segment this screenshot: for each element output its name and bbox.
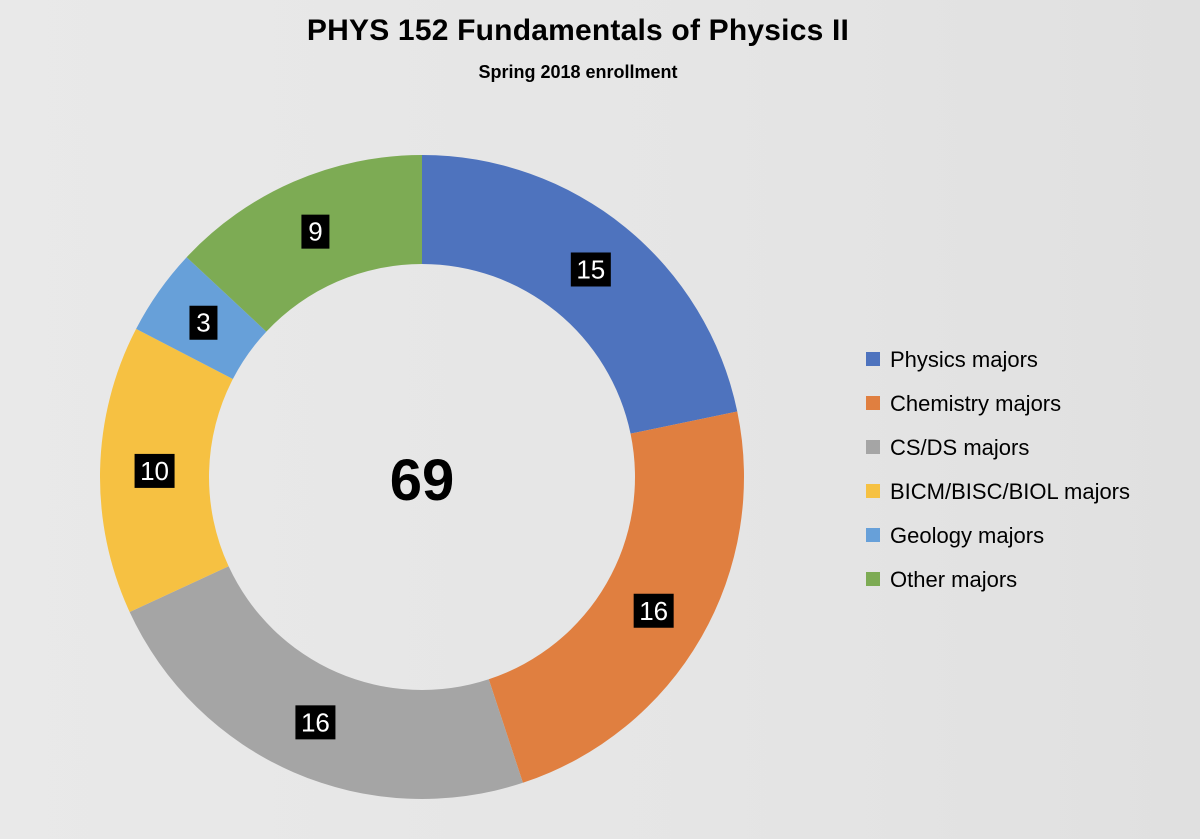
data-label-physics-majors: 15 [570,252,611,287]
legend-swatch [866,440,880,454]
donut-slice-physics-majors [422,155,738,434]
center-total-label: 69 [390,448,455,513]
chart-subtitle: Spring 2018 enrollment [478,62,678,82]
donut-slice-chemistry-majors [488,411,744,783]
data-label-text: 16 [639,596,668,626]
data-label-box [134,453,175,488]
legend-swatch [866,484,880,498]
legend-swatch [866,572,880,586]
data-label-text: 3 [196,308,210,338]
legend-item-other-majors: Other majors [866,560,1186,604]
data-label-geology-majors: 3 [189,305,218,340]
legend-label: BICM/BISC/BIOL majors [890,479,1131,504]
legend-swatch [866,352,880,366]
data-label-box [295,705,336,740]
legend-item-geology-majors: Geology majors [866,516,1186,560]
legend-label: CS/DS majors [890,435,1030,460]
data-label-chemistry-majors: 16 [633,593,674,628]
chart-legend: Physics majors Chemistry majors CS/DS majo… [866,340,1186,604]
legend-swatch [866,396,880,410]
slices-layer [99,155,744,799]
data-label-box [301,214,330,249]
data-label-text: 16 [301,707,330,737]
legend-swatch [866,528,880,542]
data-label-box [633,593,674,628]
legend-label: Physics majors [890,347,1038,372]
legend-item-physics-majors: Physics majors [866,340,1186,384]
data-label-text: 10 [140,456,169,486]
legend-item-bicm-bisc-biol-majors: BICM/BISC/BIOL majors [866,472,1186,516]
data-label-cs-ds-majors: 16 [295,705,336,740]
data-label-bicm-bisc-biol-majors: 10 [134,453,175,488]
donut-slice-cs-ds-majors [129,566,523,799]
legend-label: Chemistry majors [890,391,1062,416]
data-label-text: 15 [576,254,605,284]
legend-item-chemistry-majors: Chemistry majors [866,384,1186,428]
data-label-box [189,305,218,340]
data-label-box [570,252,611,287]
data-label-text: 9 [308,217,322,247]
legend-label: Geology majors [890,523,1045,548]
legend-item-cs-ds-majors: CS/DS majors [866,428,1186,472]
data-labels-layer: 15 16 16 10 3 9 [134,214,674,740]
data-label-other-majors: 9 [301,214,330,249]
legend-label: Other majors [890,567,1018,592]
chart-title: PHYS 152 Fundamentals of Physics II [306,14,850,47]
